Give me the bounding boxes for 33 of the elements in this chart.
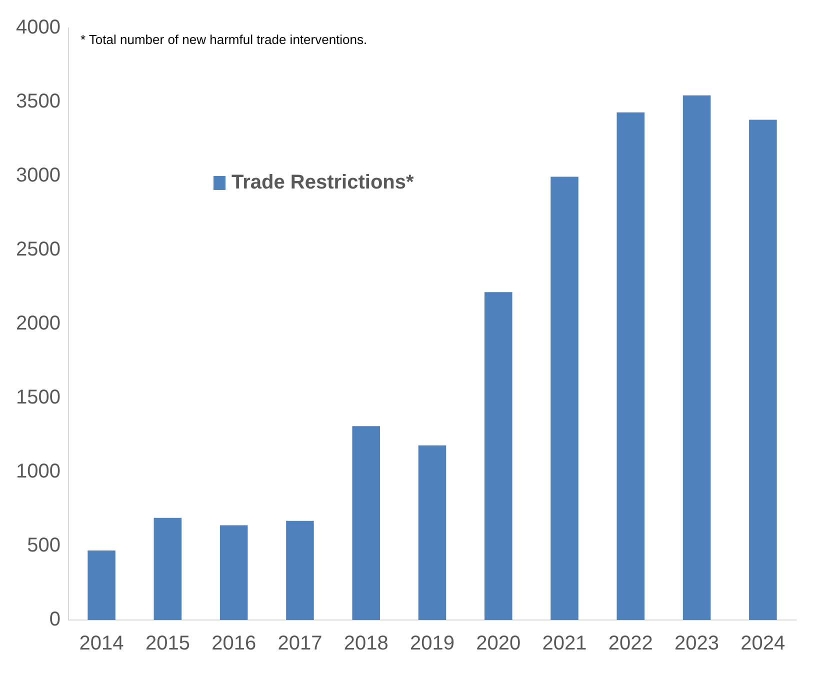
y-tick-label: 0	[49, 608, 60, 631]
y-tick-label: 2000	[16, 312, 60, 335]
y-tick-label: 2500	[16, 238, 60, 261]
x-tick-label: 2015	[145, 632, 190, 655]
x-tick-label: 2018	[344, 632, 388, 655]
x-tick-label: 2014	[79, 632, 124, 655]
legend-label: Trade Restrictions*	[231, 172, 414, 194]
x-tick-label: 2023	[674, 632, 720, 655]
x-tick-label: 2016	[212, 632, 256, 655]
bar	[352, 426, 380, 620]
y-tick-label: 3000	[16, 164, 60, 187]
x-tick-label: 2021	[542, 632, 587, 655]
bar	[682, 95, 711, 620]
y-tick-label: 500	[27, 534, 60, 557]
x-tick-label: 2020	[476, 632, 521, 655]
y-tick-label: 1000	[16, 460, 60, 483]
bar	[616, 112, 645, 620]
bar	[154, 518, 182, 620]
x-tick-label: 2022	[608, 632, 653, 655]
bar	[484, 292, 512, 620]
x-tick-label: 2024	[740, 632, 786, 655]
y-tick-label: 1500	[16, 386, 60, 409]
x-tick-label: 2019	[410, 632, 454, 655]
y-tick-label: 3500	[16, 90, 60, 113]
bar	[220, 525, 248, 620]
y-tick-label: 4000	[16, 16, 60, 39]
bar	[418, 445, 446, 620]
annotation: * Total number of new harmful trade interventions.	[80, 32, 368, 48]
bar	[88, 550, 116, 620]
bar	[749, 120, 777, 620]
bar	[286, 520, 314, 620]
bar	[550, 176, 578, 620]
x-tick-label: 2017	[278, 632, 322, 655]
